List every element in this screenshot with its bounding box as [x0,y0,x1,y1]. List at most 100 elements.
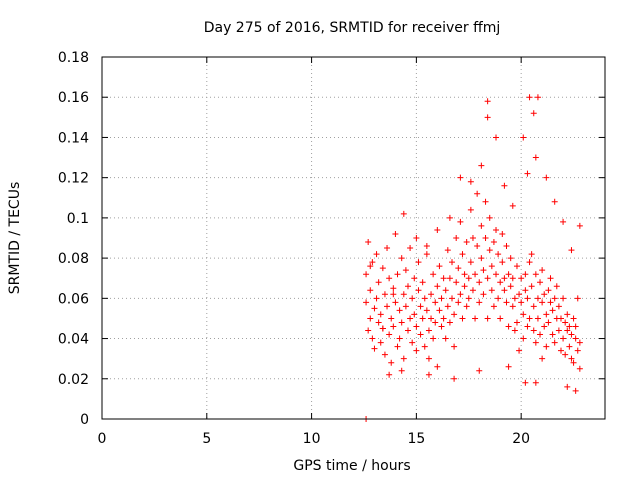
data-point [509,303,516,310]
data-point [388,315,395,322]
x-tick-label: 15 [407,431,425,447]
data-point [476,299,483,306]
data-point [511,295,518,302]
data-point [365,239,372,246]
x-tick-label: 10 [303,431,321,447]
data-point [551,295,558,302]
data-point [547,275,554,282]
data-point [446,319,453,326]
data-point [390,291,397,298]
data-point [513,263,520,270]
data-point [509,275,516,282]
data-point [557,347,564,354]
data-point [474,190,481,197]
data-point [526,94,533,101]
data-point [457,174,464,181]
data-point [419,315,426,322]
data-point [576,365,583,372]
data-point [490,239,497,246]
data-point [474,243,481,250]
data-point [432,319,439,326]
plot-frame [101,56,606,420]
data-point [407,315,414,322]
data-point [446,275,453,282]
data-point [560,335,567,342]
data-point [446,214,453,221]
data-point [551,198,558,205]
data-point [534,94,541,101]
data-point [564,383,571,390]
data-point [484,315,491,322]
data-point [493,271,500,278]
data-point [390,323,397,330]
y-tick-label: 0.16 [58,90,89,106]
data-point [459,315,466,322]
x-tick-labels: 0 5 10 15 20 [98,431,531,447]
data-point [461,271,468,278]
y-tick-label: 0 [80,412,89,428]
data-point [463,303,470,310]
data-point [381,351,388,358]
data-point [524,170,531,177]
data-point [568,331,575,338]
data-point [386,275,393,282]
data-point [534,295,541,302]
data-point [373,295,380,302]
data-point [478,222,485,229]
data-point [381,291,388,298]
data-point [417,331,424,338]
y-tick-label: 0.18 [58,50,89,66]
data-point [396,307,403,314]
data-point [453,235,460,241]
data-point [438,295,445,302]
data-point [557,315,564,322]
data-point [484,275,491,282]
y-axis-label: SRMTID / TECUs [7,182,23,295]
data-point [555,303,562,310]
data-point [518,299,525,306]
data-point [528,283,535,290]
data-point [430,271,437,278]
data-point [363,271,370,278]
data-point [486,247,493,254]
data-point [398,319,405,326]
data-point [499,259,506,266]
data-point [520,134,527,141]
data-point [400,291,407,298]
data-point [572,335,579,342]
data-point [549,331,556,338]
data-point [417,303,424,310]
data-point [526,259,533,266]
data-point [390,285,397,292]
data-point [484,98,491,105]
data-point [532,339,539,346]
data-point [402,303,409,310]
data-point [532,154,539,161]
data-point [469,235,476,241]
data-point [413,323,420,330]
x-tick-label: 5 [202,431,211,447]
data-point [430,335,437,342]
data-point [402,267,409,274]
data-point [472,271,479,278]
data-point [574,347,581,354]
data-point [547,299,554,306]
data-point [566,343,573,350]
data-point [434,363,441,370]
data-point [564,327,571,334]
data-point [438,323,445,330]
data-point [497,279,504,286]
data-point [423,243,430,250]
data-point [513,319,520,326]
data-point [457,291,464,298]
data-point [480,291,487,298]
data-point [413,347,420,354]
data-point [505,323,512,330]
data-point [572,323,579,330]
data-point [472,315,479,322]
data-point [384,303,391,310]
data-point [507,283,514,290]
data-point [407,245,414,252]
data-point [404,283,411,290]
data-point [400,210,407,217]
